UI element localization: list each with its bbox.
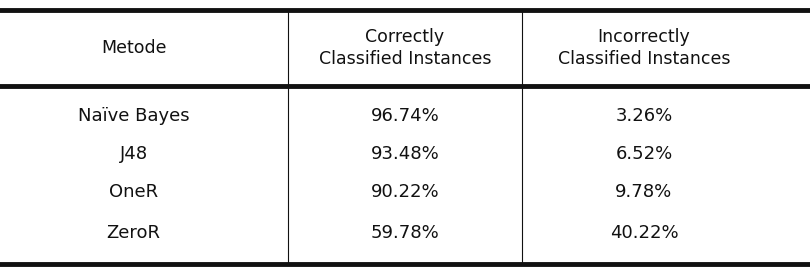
- Text: 6.52%: 6.52%: [616, 145, 672, 163]
- Text: Incorrectly
Classified Instances: Incorrectly Classified Instances: [558, 27, 730, 68]
- Text: 40.22%: 40.22%: [610, 224, 678, 242]
- Text: Metode: Metode: [101, 39, 166, 57]
- Text: Correctly
Classified Instances: Correctly Classified Instances: [319, 27, 491, 68]
- Text: J48: J48: [120, 145, 147, 163]
- Text: 93.48%: 93.48%: [371, 145, 439, 163]
- Text: Naïve Bayes: Naïve Bayes: [78, 107, 190, 125]
- Text: 96.74%: 96.74%: [371, 107, 439, 125]
- Text: ZeroR: ZeroR: [107, 224, 160, 242]
- Text: 59.78%: 59.78%: [371, 224, 439, 242]
- Text: OneR: OneR: [109, 183, 158, 201]
- Text: 9.78%: 9.78%: [616, 183, 672, 201]
- Text: 90.22%: 90.22%: [371, 183, 439, 201]
- Text: 3.26%: 3.26%: [616, 107, 672, 125]
